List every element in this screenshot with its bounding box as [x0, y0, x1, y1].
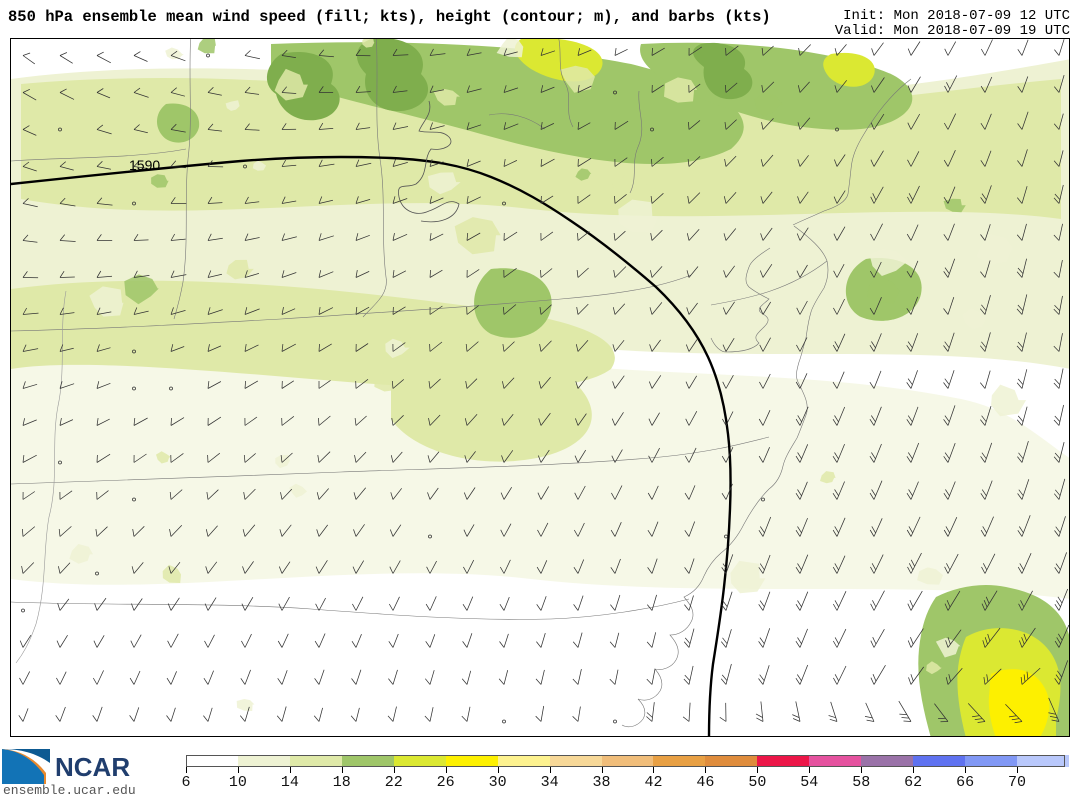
svg-text:NCAR: NCAR: [55, 752, 130, 782]
svg-text:ensemble.ucar.edu: ensemble.ucar.edu: [3, 783, 136, 798]
